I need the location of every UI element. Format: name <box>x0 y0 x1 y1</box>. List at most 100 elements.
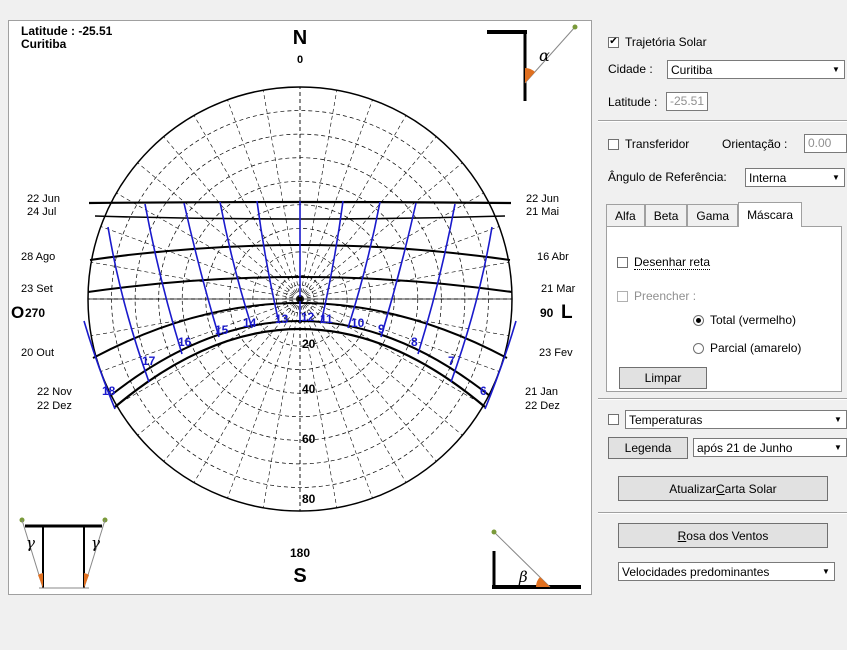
parcial-label: Parcial (amarelo) <box>710 341 802 355</box>
angulo-row: Ângulo de Referência: <box>608 170 727 184</box>
azimuth-line <box>262 90 301 300</box>
cidade-select[interactable]: Curitiba ▼ <box>667 60 845 79</box>
gamma-angle-icon: γ γ <box>19 517 108 589</box>
hour-line <box>484 320 517 410</box>
control-panel: ✔ Trajetória Solar Cidade : Curitiba ▼ L… <box>598 20 847 593</box>
right-date-label: 21 Mai <box>526 206 559 218</box>
temperaturas-value: Temperaturas <box>629 412 703 427</box>
alpha-symbol: α <box>539 46 550 65</box>
desenhar-label: Desenhar reta <box>634 255 711 270</box>
azimuth-line <box>299 99 373 300</box>
left-date-label: 23 Set <box>21 283 53 295</box>
left-date-label: 28 Ago <box>21 251 55 263</box>
chevron-down-icon[interactable]: ▼ <box>834 443 842 452</box>
tab-mascara[interactable]: Máscara <box>738 202 803 227</box>
azimuth-line <box>163 298 301 462</box>
cidade-label: Cidade : <box>608 62 653 76</box>
trajetoria-label: Trajetória Solar <box>625 35 707 49</box>
zenith-point <box>298 297 302 301</box>
latitude-input[interactable]: -25.51 <box>666 92 708 111</box>
hour-line <box>450 226 493 383</box>
cidade-row: Cidade : <box>608 62 653 76</box>
azimuth-line <box>100 226 301 300</box>
hour-label-17: 17 <box>142 354 156 368</box>
transferidor-checkbox[interactable]: Transferidor <box>608 137 689 151</box>
legenda-button[interactable]: Legenda <box>608 437 688 459</box>
sun-path-chart[interactable]: 18 17 16 15 14 13 12 11 10 9 8 7 6 N 0 180 S O 270 9… <box>8 20 592 595</box>
checkbox-box <box>617 290 628 302</box>
orientacao-input[interactable]: 0.00 <box>804 134 847 153</box>
temperaturas-select[interactable]: Temperaturas ▼ <box>625 410 847 429</box>
altitude-label-80: 80 <box>302 492 316 506</box>
velocidades-select[interactable]: Velocidades predominantes ▼ <box>618 562 835 581</box>
azimuth-line <box>227 298 301 499</box>
right-date-label: 22 Jun <box>526 193 559 205</box>
left-date-label: 22 Dez <box>37 400 72 412</box>
west-letter: O <box>11 303 24 322</box>
chart-header: Latitude : -25.51 Curitiba <box>21 25 112 51</box>
left-date-label: 24 Jul <box>27 206 56 218</box>
city-text: Curitiba <box>21 37 67 51</box>
azimuth-line <box>262 298 301 508</box>
right-date-label: 21 Jan <box>525 386 558 398</box>
hour-line <box>107 226 150 383</box>
periodo-value: após 21 de Junho <box>697 440 793 455</box>
beta-angle-icon: β <box>491 529 581 589</box>
periodo-select[interactable]: após 21 de Junho ▼ <box>693 438 847 457</box>
chevron-down-icon[interactable]: ▼ <box>832 65 840 74</box>
hour-label-7: 7 <box>448 354 455 368</box>
parcial-radio[interactable]: Parcial (amarelo) <box>693 341 801 355</box>
total-label: Total (vermelho) <box>710 313 797 327</box>
altitude-label-20: 20 <box>302 337 316 351</box>
transferidor-label: Transferidor <box>625 137 690 151</box>
hour-label-6: 6 <box>480 384 487 398</box>
orientacao-label: Orientação : <box>722 137 788 151</box>
azimuth-line <box>299 298 338 508</box>
hour-line <box>83 320 116 410</box>
chevron-down-icon[interactable]: ▼ <box>834 415 842 424</box>
tab-beta[interactable]: Beta <box>644 204 688 226</box>
hour-label-9: 9 <box>378 322 385 336</box>
radio-empty-icon <box>693 342 704 354</box>
rosa-label-hotkey: R <box>677 528 687 543</box>
hour-label-11: 11 <box>320 312 333 326</box>
trajetoria-checkbox[interactable]: ✔ Trajetória Solar <box>608 35 707 49</box>
velocidades-value: Velocidades predominantes <box>622 564 770 579</box>
hour-label-14: 14 <box>243 316 257 330</box>
hour-label-8: 8 <box>411 335 418 349</box>
total-radio[interactable]: Total (vermelho) <box>693 313 796 327</box>
rosa-label-post: osa dos Ventos <box>686 528 769 543</box>
angulo-select[interactable]: Interna ▼ <box>745 168 845 187</box>
west-degree: 270 <box>25 306 45 320</box>
atualizar-label-hotkey: C <box>715 481 725 496</box>
checkmark-icon: ✔ <box>608 36 619 48</box>
hour-line <box>347 201 381 329</box>
atualizar-label-pre: Atualizar <box>669 481 716 496</box>
angle-tabs: Alfa Beta Gama Máscara <box>606 202 803 227</box>
south-letter: S <box>293 565 306 587</box>
preencher-checkbox[interactable]: Preencher : <box>617 289 696 303</box>
azimuth-line <box>193 115 301 300</box>
alpha-angle-icon: α <box>487 24 578 101</box>
azimuth-line <box>227 99 301 300</box>
hour-line <box>144 203 183 355</box>
hour-label-13: 13 <box>275 312 289 326</box>
chevron-down-icon[interactable]: ▼ <box>822 567 830 576</box>
divider <box>598 512 847 514</box>
temperaturas-checkbox[interactable] <box>608 414 625 425</box>
desenhar-checkbox[interactable]: Desenhar reta <box>617 255 711 270</box>
limpar-button[interactable]: Limpar <box>619 367 707 389</box>
tab-alfa[interactable]: Alfa <box>606 204 645 226</box>
checkbox-box <box>608 138 619 150</box>
zenith-circle <box>285 284 315 314</box>
chevron-down-icon[interactable]: ▼ <box>832 173 840 182</box>
hour-label-10: 10 <box>351 316 365 330</box>
preencher-label: Preencher : <box>634 289 697 303</box>
azimuth-line <box>299 115 407 300</box>
north-degree: 0 <box>297 54 303 66</box>
tab-gama[interactable]: Gama <box>687 204 739 226</box>
south-degree: 180 <box>290 546 310 560</box>
azimuth-line <box>299 90 338 300</box>
